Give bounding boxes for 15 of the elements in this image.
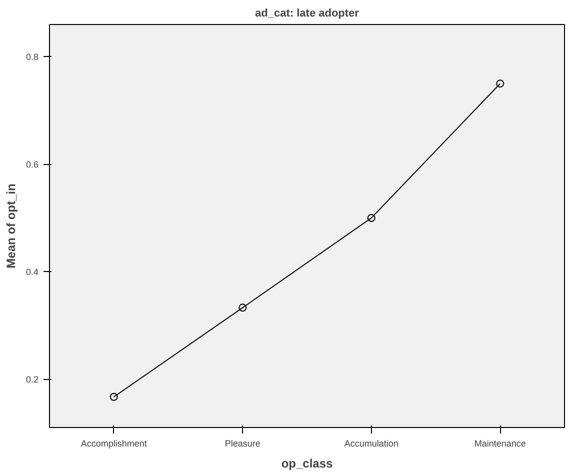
point — [367, 214, 376, 222]
point — [110, 392, 118, 401]
x-tick-label: Maintenance — [474, 438, 526, 448]
y-tick-label: 0.4 — [26, 267, 39, 278]
y-tick-label: 0.8 — [26, 52, 39, 62]
x-tick-label: Accumulation — [344, 438, 398, 448]
point — [238, 304, 247, 312]
x-tick-label: Pleasure — [224, 438, 260, 448]
y-tick-label: 0.6 — [26, 160, 39, 170]
point — [496, 80, 504, 88]
chart-title: ad_cat: late adopter — [255, 8, 360, 20]
x-axis-title: op_class — [281, 456, 334, 470]
y-tick-label: 0.2 — [26, 374, 39, 385]
y-axis-title: Mean of opt_in — [4, 184, 18, 268]
x-tick-label: Accomplishment — [80, 438, 148, 448]
